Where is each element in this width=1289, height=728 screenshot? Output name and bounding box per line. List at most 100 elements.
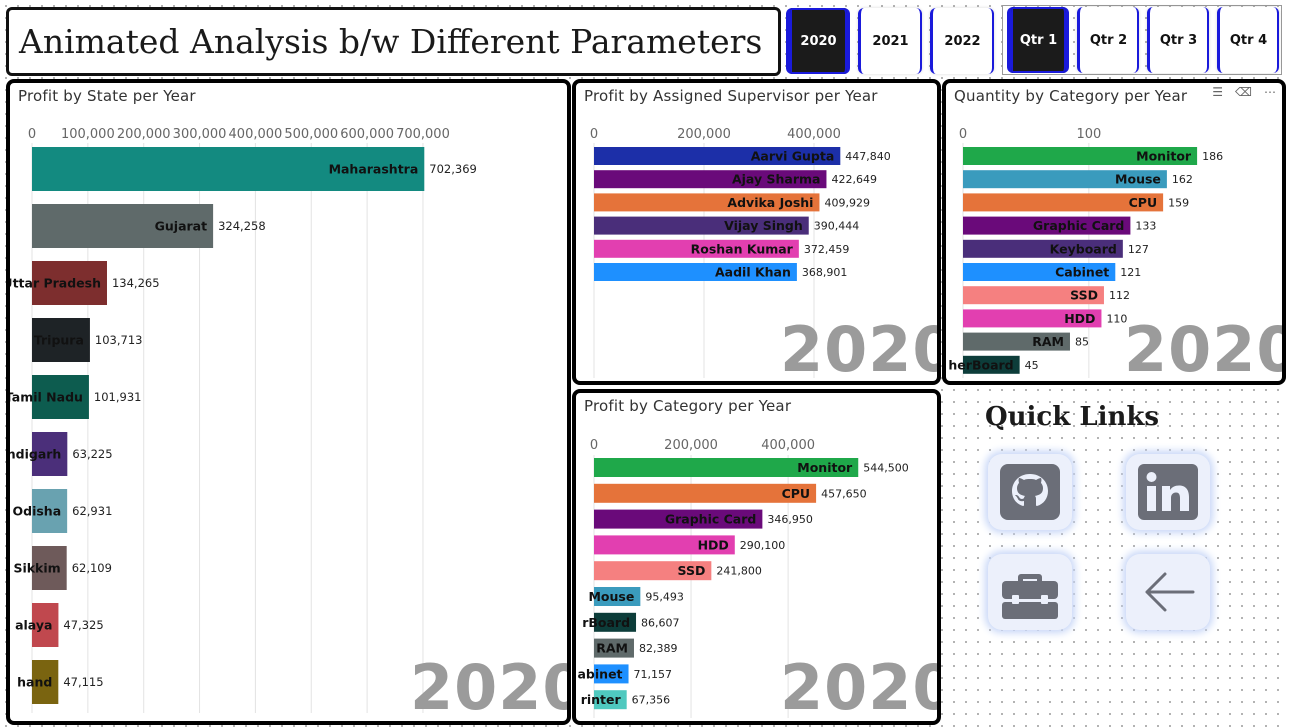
x-tick-label: 600,000 — [340, 127, 394, 142]
more-options-icon[interactable]: ⋯ — [1264, 85, 1276, 99]
bar-value-label: 95,493 — [645, 591, 684, 604]
bar[interactable] — [32, 147, 425, 191]
bar-category-label: Advika Joshi — [727, 195, 813, 210]
bar-value-label: 82,389 — [639, 642, 678, 655]
bar[interactable] — [594, 239, 799, 258]
bar-category-label: Vijay Singh — [724, 218, 803, 233]
bar-category-label: Keyboard — [1050, 241, 1117, 256]
x-tick-label: 0 — [590, 438, 598, 453]
bar[interactable] — [32, 261, 107, 305]
bar-category-label: Graphic Card — [665, 512, 756, 527]
x-tick-label: 100,000 — [61, 127, 115, 142]
year-button-2022[interactable]: 2022 — [930, 8, 994, 74]
bar-value-label: 63,225 — [72, 447, 112, 461]
x-tick-label: 200,000 — [117, 127, 171, 142]
bar[interactable] — [963, 355, 1020, 374]
bar-value-label: 390,444 — [814, 220, 860, 233]
bar[interactable] — [32, 660, 59, 704]
bar[interactable] — [594, 263, 797, 281]
x-tick-label: 200,000 — [664, 438, 718, 453]
bar-value-label: 162 — [1172, 173, 1193, 186]
linkedin-link-button[interactable] — [1126, 454, 1210, 530]
bar[interactable] — [963, 239, 1123, 258]
bar-value-label: 447,840 — [845, 150, 891, 163]
quarter-button-1[interactable]: Qtr 1 — [1007, 7, 1069, 73]
bar-value-label: 121 — [1120, 266, 1141, 279]
bar-category-label: CPU — [1129, 195, 1158, 210]
bar-value-label: 134,265 — [112, 276, 160, 290]
bar-value-label: 47,115 — [63, 675, 103, 689]
bar-category-label: Roshan Kumar — [691, 241, 794, 256]
portfolio-link-button[interactable] — [988, 554, 1072, 630]
bar[interactable] — [963, 332, 1070, 351]
bar-category-label: Graphic Card — [1033, 218, 1124, 233]
bar[interactable] — [32, 375, 89, 419]
bar[interactable] — [594, 664, 629, 684]
bar-category-label: Aadil Khan — [715, 265, 791, 280]
bar[interactable] — [963, 309, 1102, 328]
x-tick-label: 300,000 — [173, 127, 227, 142]
bar-value-label: 368,901 — [802, 266, 848, 279]
bar[interactable] — [32, 603, 59, 647]
bar[interactable] — [594, 193, 820, 212]
bar[interactable] — [594, 690, 627, 710]
bar-value-label: 67,356 — [632, 694, 671, 707]
quarter-button-2[interactable]: Qtr 2 — [1077, 7, 1139, 73]
quarter-slicer: Qtr 1 Qtr 2 Qtr 3 Qtr 4 — [1002, 5, 1282, 75]
bar-category-label: alaya — [15, 618, 52, 633]
bar-value-label: 62,931 — [72, 504, 112, 518]
year-watermark: 2020 — [410, 651, 571, 724]
bar[interactable] — [963, 216, 1131, 235]
bar-category-label: rBoard — [582, 615, 630, 630]
eraser-icon[interactable]: ⌫ — [1235, 85, 1252, 99]
bar[interactable] — [963, 286, 1104, 305]
bar[interactable] — [594, 535, 735, 555]
github-link-button[interactable] — [988, 454, 1072, 530]
bar[interactable] — [32, 432, 68, 476]
bar[interactable] — [594, 458, 859, 477]
chart-panel-profit-by-state[interactable]: Profit by State per Year 0 100,000 200,000… — [6, 79, 571, 725]
bar-chart-profit-by-state: 0 100,000 200,000 300,000 400,000 500,000 600,… — [10, 127, 477, 713]
bar[interactable] — [594, 147, 841, 165]
bar[interactable] — [594, 612, 637, 632]
bar-category-label: rinter — [581, 692, 622, 707]
bar[interactable] — [32, 546, 67, 590]
year-button-2020[interactable]: 2020 — [786, 8, 850, 74]
bar[interactable] — [594, 216, 809, 235]
quarter-button-4[interactable]: Qtr 4 — [1217, 7, 1279, 73]
bar[interactable] — [594, 170, 827, 189]
bar-category-label: RAM — [1032, 334, 1064, 349]
quarter-button-3[interactable]: Qtr 3 — [1147, 7, 1209, 73]
bar[interactable] — [963, 147, 1198, 165]
bar[interactable] — [594, 587, 641, 606]
bar[interactable] — [963, 193, 1164, 212]
year-watermark: 2020 — [780, 313, 941, 385]
bar-value-label: 290,100 — [740, 539, 786, 552]
bar-category-label: Tamil Nadu — [10, 390, 83, 405]
bar-category-label: Odisha — [13, 504, 62, 519]
bar[interactable] — [963, 170, 1167, 189]
year-watermark: 2020 — [1124, 313, 1286, 385]
bar[interactable] — [594, 561, 712, 581]
bar-value-label: 127 — [1128, 243, 1149, 256]
back-arrow-icon — [1145, 572, 1195, 612]
bar[interactable] — [594, 638, 634, 658]
x-tick-label: 400,000 — [761, 438, 815, 453]
bar[interactable] — [594, 483, 817, 503]
back-button[interactable] — [1126, 554, 1210, 630]
chart-panel-profit-by-supervisor[interactable]: Profit by Assigned Supervisor per Year 0… — [572, 79, 941, 385]
chart-panel-quantity-by-category[interactable]: Quantity by Category per Year ☰ ⌫ ⋯ 0 100… — [942, 79, 1286, 385]
bar[interactable] — [963, 263, 1116, 281]
chart-panel-profit-by-category[interactable]: Profit by Category per Year 0 200,000 400,… — [572, 389, 941, 725]
chart-title: Profit by Assigned Supervisor per Year — [584, 87, 878, 105]
bar[interactable] — [32, 204, 214, 248]
year-button-2021[interactable]: 2021 — [858, 8, 922, 74]
filter-icon[interactable]: ☰ — [1212, 85, 1224, 99]
bar-chart-profit-by-category: 0 200,000 400,000 Monitor 544,500 CPU 457,650 G… — [578, 438, 909, 718]
x-tick-label: 500,000 — [284, 127, 338, 142]
bar-value-label: 159 — [1168, 196, 1189, 209]
bar[interactable] — [32, 489, 68, 533]
bar-category-label: Uttar Pradesh — [10, 276, 101, 291]
bar[interactable] — [32, 318, 90, 362]
bar[interactable] — [594, 509, 763, 529]
